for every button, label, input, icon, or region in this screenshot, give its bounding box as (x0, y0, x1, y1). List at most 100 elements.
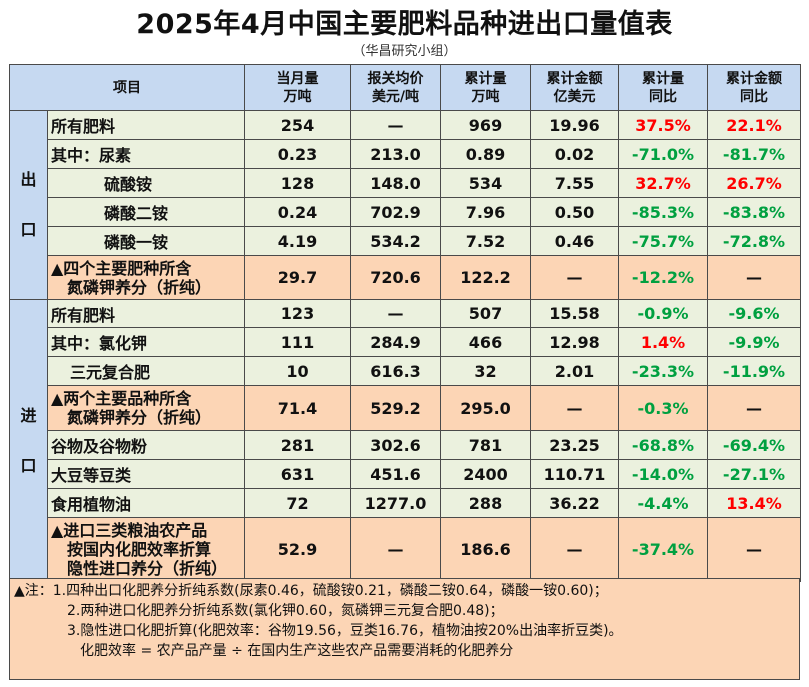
table-row: 磷酸一铵 4.19 534.2 7.52 0.46 -75.7% -72.8% (10, 226, 801, 256)
header-item: 项目 (9, 64, 245, 111)
cell-amount: 7.55 (530, 168, 619, 198)
cell-cum-yoy: 37.5% (618, 110, 708, 140)
section-char: 口 (20, 455, 37, 475)
cell-cumulative: 288 (440, 488, 531, 518)
row-name: ▲两个主要品种所含 氮磷钾养分（折纯） (47, 385, 245, 431)
cell-monthly: 111 (244, 327, 351, 357)
cell-monthly: 128 (244, 168, 351, 198)
cell-amount: — (530, 517, 619, 582)
cell-amt-yoy: -11.9% (707, 356, 801, 386)
section-char: 进 (20, 405, 37, 425)
table-row: 硫酸铵 128 148.0 534 7.55 32.7% 26.7% (10, 168, 801, 198)
cell-cumulative: 295.0 (440, 385, 531, 431)
import-section-label: 进口 (9, 299, 48, 582)
cell-amt-yoy: -69.4% (707, 430, 801, 460)
table-row: 谷物及谷物粉 281 302.6 781 23.25 -68.8% -69.4% (10, 430, 801, 460)
cell-cum-yoy: -85.3% (618, 197, 708, 227)
row-name: 硫酸铵 (47, 168, 245, 198)
cell-amount: 12.98 (530, 327, 619, 357)
note-line-2: 2.两种进口化肥养分折纯系数(氯化钾0.60，氮磷钾三元复合肥0.48)； (67, 603, 504, 619)
cell-price: — (350, 517, 441, 582)
row-name: ▲进口三类粮油农产品 按国内化肥效率折算 隐性进口养分（折纯） (47, 517, 245, 582)
row-name: 食用植物油 (47, 488, 245, 518)
cell-cumulative: 122.2 (440, 255, 531, 300)
cell-cum-yoy: -4.4% (618, 488, 708, 518)
table-row: ▲两个主要品种所含 氮磷钾养分（折纯） 71.4 529.2 295.0— -0.3% — (10, 385, 801, 431)
row-name: 所有肥料 (47, 299, 245, 328)
cell-cum-yoy: -14.0% (618, 459, 708, 489)
cell-cumulative: 969 (440, 110, 531, 140)
table-row: 其中：尿素 0.23 213.0 0.89 0.02 -71.0% -81.7% (10, 139, 801, 169)
note-line-3: 3.隐性进口化肥折算(化肥效率：谷物19.56，豆类16.76，植物油按20%出… (67, 623, 623, 639)
cell-price: 702.9 (350, 197, 441, 227)
cell-monthly: 52.9 (244, 517, 351, 582)
header-amount: 累计金额 亿美元 (530, 64, 619, 111)
cell-amt-yoy: 13.4% (707, 488, 801, 518)
table-row: 大豆等豆类 631 451.6 2400 110.71 -14.0% -27.1% (10, 459, 801, 489)
page-subtitle: （华昌研究小组） (352, 44, 457, 59)
row-name: 其中：尿素 (47, 139, 245, 169)
cell-amt-yoy: 26.7% (707, 168, 801, 198)
cell-monthly: 254 (244, 110, 351, 140)
row-name: ▲四个主要肥种所含 氮磷钾养分（折纯） (47, 255, 245, 300)
header-price: 报关均价 美元/吨 (350, 64, 441, 111)
header-monthly: 当月量 万吨 (244, 64, 351, 111)
cell-amt-yoy: — (707, 385, 801, 431)
cell-price: 284.9 (350, 327, 441, 357)
cell-monthly: 281 (244, 430, 351, 460)
cell-amt-yoy: -72.8% (707, 226, 801, 256)
cell-price: 534.2 (350, 226, 441, 256)
cell-cum-yoy: 32.7% (618, 168, 708, 198)
cell-cumulative: 0.89 (440, 139, 531, 169)
cell-amount: 15.58 (530, 299, 619, 328)
cell-price: 1277.0 (350, 488, 441, 518)
header-amt-yoy: 累计金额 同比 (707, 64, 801, 111)
cell-amount: 0.02 (530, 139, 619, 169)
table-row: ▲进口三类粮油农产品 按国内化肥效率折算 隐性进口养分（折纯） 52.9—186.6—… (10, 517, 801, 582)
cell-price: — (350, 299, 441, 328)
table-row: 食用植物油 72 1277.0 288 36.22 -4.4% 13.4% (10, 488, 801, 518)
header-cum-yoy: 累计量 同比 (618, 64, 708, 111)
header-cumulative: 累计量 万吨 (440, 64, 531, 111)
cell-price: — (350, 110, 441, 140)
cell-amt-yoy: -83.8% (707, 197, 801, 227)
cell-cum-yoy: -0.9% (618, 299, 708, 328)
cell-price: 148.0 (350, 168, 441, 198)
header-row: 项目 当月量 万吨 报关均价 美元/吨 累计量 万吨 累计金额 亿美元 累计量 同比 累计… (9, 64, 801, 111)
row-name: 磷酸一铵 (47, 226, 245, 256)
cell-monthly: 631 (244, 459, 351, 489)
cell-price: 720.6 (350, 255, 441, 300)
cell-amount: 110.71 (530, 459, 619, 489)
cell-amount: 0.46 (530, 226, 619, 256)
cell-monthly: 123 (244, 299, 351, 328)
cell-price: 302.6 (350, 430, 441, 460)
cell-price: 529.2 (350, 385, 441, 431)
cell-price: 451.6 (350, 459, 441, 489)
table-row: 其中：氯化钾 111 284.9 466 12.98 1.4% -9.9% (10, 327, 801, 357)
row-name: 三元复合肥 (47, 356, 245, 386)
cell-price: 616.3 (350, 356, 441, 386)
row-name: 大豆等豆类 (47, 459, 245, 489)
table-row: ▲四个主要肥种所含 氮磷钾养分（折纯） 29.7 720.6 122.2— -12.2% — (10, 255, 801, 300)
row-name: 磷酸二铵 (47, 197, 245, 227)
cell-amt-yoy: 22.1% (707, 110, 801, 140)
notes-box: ▲注：1.四种出口化肥养分折纯系数(尿素0.46，硫酸铵0.21，磷酸二铵0.6… (9, 578, 800, 680)
cell-amt-yoy: — (707, 255, 801, 300)
cell-monthly: 29.7 (244, 255, 351, 300)
cell-amount: — (530, 255, 619, 300)
cell-cum-yoy: -71.0% (618, 139, 708, 169)
cell-cum-yoy: -68.8% (618, 430, 708, 460)
cell-amount: 36.22 (530, 488, 619, 518)
row-name: 谷物及谷物粉 (47, 430, 245, 460)
cell-price: 213.0 (350, 139, 441, 169)
table-row: 三元复合肥 10 616.3 32 2.01 -23.3% -11.9% (10, 356, 801, 386)
cell-amt-yoy: -9.9% (707, 327, 801, 357)
cell-amt-yoy: — (707, 517, 801, 582)
cell-monthly: 0.23 (244, 139, 351, 169)
note-line-4: 化肥效率 = 农产品产量 ÷ 在国内生产这些农产品需要消耗的化肥养分 (80, 643, 514, 659)
cell-cum-yoy: -75.7% (618, 226, 708, 256)
cell-amount: 19.96 (530, 110, 619, 140)
cell-monthly: 72 (244, 488, 351, 518)
cell-cumulative: 7.96 (440, 197, 531, 227)
cell-cumulative: 32 (440, 356, 531, 386)
